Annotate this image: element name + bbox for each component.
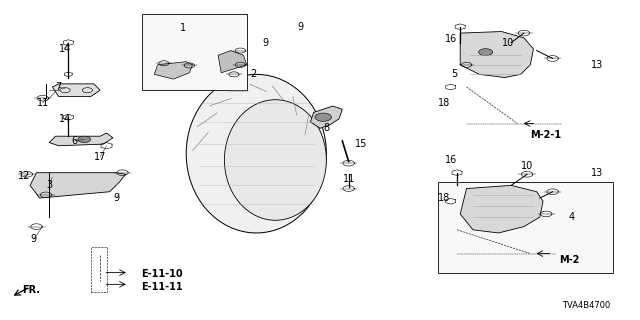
Text: 13: 13 bbox=[591, 60, 604, 70]
Text: 18: 18 bbox=[438, 98, 451, 108]
Text: TVA4B4700: TVA4B4700 bbox=[562, 301, 611, 310]
Text: 12: 12 bbox=[17, 171, 30, 181]
Text: 8: 8 bbox=[323, 123, 330, 133]
Text: 9: 9 bbox=[263, 38, 269, 48]
Ellipse shape bbox=[186, 74, 326, 233]
Polygon shape bbox=[49, 133, 113, 146]
Text: 4: 4 bbox=[569, 212, 575, 222]
Polygon shape bbox=[218, 51, 246, 73]
Text: 11: 11 bbox=[36, 98, 49, 108]
Bar bbox=[141, 14, 246, 90]
Text: 14: 14 bbox=[59, 44, 71, 54]
Text: 6: 6 bbox=[72, 136, 77, 146]
Text: 15: 15 bbox=[355, 139, 367, 149]
Text: 16: 16 bbox=[445, 155, 457, 165]
Polygon shape bbox=[460, 185, 543, 233]
Text: 17: 17 bbox=[94, 152, 106, 162]
Circle shape bbox=[479, 49, 493, 56]
Text: 9: 9 bbox=[298, 22, 304, 32]
Polygon shape bbox=[460, 32, 534, 77]
Text: 10: 10 bbox=[521, 161, 533, 171]
Text: 10: 10 bbox=[502, 38, 514, 48]
Text: 7: 7 bbox=[56, 82, 62, 92]
Ellipse shape bbox=[225, 100, 326, 220]
Text: M-2: M-2 bbox=[559, 255, 579, 265]
Polygon shape bbox=[154, 62, 193, 79]
Text: 1: 1 bbox=[180, 23, 186, 33]
Text: 18: 18 bbox=[438, 193, 451, 203]
Text: 16: 16 bbox=[445, 35, 457, 44]
Text: 11: 11 bbox=[342, 174, 355, 184]
Circle shape bbox=[315, 113, 332, 121]
Text: E-11-11: E-11-11 bbox=[141, 282, 183, 292]
Text: 3: 3 bbox=[46, 180, 52, 190]
Bar bbox=[91, 247, 106, 292]
Bar bbox=[438, 182, 613, 273]
Text: 2: 2 bbox=[250, 69, 256, 79]
Polygon shape bbox=[310, 106, 342, 128]
Text: E-11-10: E-11-10 bbox=[141, 269, 183, 279]
Circle shape bbox=[78, 136, 91, 142]
Text: 5: 5 bbox=[451, 69, 457, 79]
Text: 14: 14 bbox=[59, 114, 71, 124]
Text: 13: 13 bbox=[591, 168, 604, 178]
Text: 9: 9 bbox=[30, 234, 36, 244]
Polygon shape bbox=[52, 84, 100, 97]
Text: FR.: FR. bbox=[22, 285, 40, 295]
Text: 9: 9 bbox=[113, 193, 119, 203]
Polygon shape bbox=[30, 173, 125, 198]
Text: M-2-1: M-2-1 bbox=[531, 130, 561, 140]
